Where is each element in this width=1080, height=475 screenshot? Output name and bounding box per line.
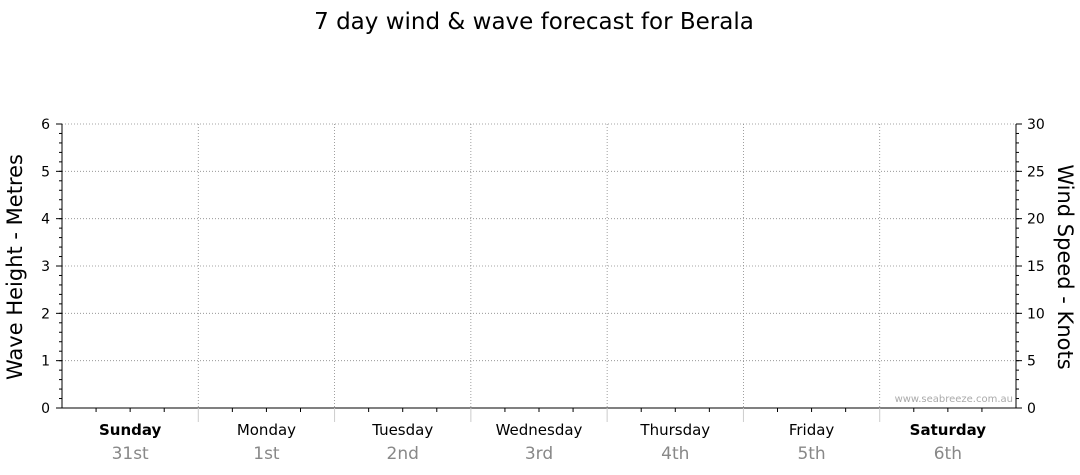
day-name: Wednesday <box>496 421 583 439</box>
watermark: www.seabreeze.com.au <box>895 394 1013 405</box>
day-date: 2nd <box>387 444 419 464</box>
day-date: 5th <box>797 444 825 464</box>
grid <box>62 123 1016 408</box>
day-name: Sunday <box>99 421 162 439</box>
day-name: Thursday <box>639 421 710 439</box>
day-date: 6th <box>934 444 962 464</box>
day-name: Friday <box>789 421 835 439</box>
right-tick-label: 0 <box>1027 401 1036 417</box>
left-tick-label: 0 <box>41 401 50 417</box>
day-name: Saturday <box>910 421 987 439</box>
left-tick-label: 2 <box>41 306 50 322</box>
chart-title: 7 day wind & wave forecast for Berala <box>314 9 754 35</box>
day-date: 4th <box>661 444 689 464</box>
right-tick-label: 30 <box>1027 117 1045 133</box>
right-axis-label: Wind Speed - Knots <box>1053 164 1077 369</box>
left-axis-label: Wave Height - Metres <box>3 154 27 380</box>
left-tick-label: 1 <box>41 354 50 370</box>
day-date: 3rd <box>525 444 553 464</box>
left-tick-label: 3 <box>41 259 50 275</box>
right-tick-label: 10 <box>1027 306 1045 322</box>
day-date: 1st <box>253 444 280 464</box>
right-axis-ticks: 0 5 10 15 20 25 30 <box>1016 117 1045 417</box>
day-labels: Sunday 31st Monday 1st Tuesday 2nd Wednesday 3r… <box>95 408 987 464</box>
right-tick-label: 25 <box>1027 164 1045 180</box>
right-tick-label: 20 <box>1027 212 1045 228</box>
right-tick-label: 15 <box>1027 259 1045 275</box>
left-axis-ticks: 0 1 2 3 4 5 6 <box>41 117 62 417</box>
right-tick-label: 5 <box>1027 354 1036 370</box>
day-name: Tuesday <box>371 421 433 439</box>
left-tick-label: 6 <box>41 117 50 133</box>
day-name: Monday <box>237 421 296 439</box>
left-tick-label: 4 <box>41 212 50 228</box>
left-tick-label: 5 <box>41 164 50 180</box>
day-date: 31st <box>112 444 149 464</box>
